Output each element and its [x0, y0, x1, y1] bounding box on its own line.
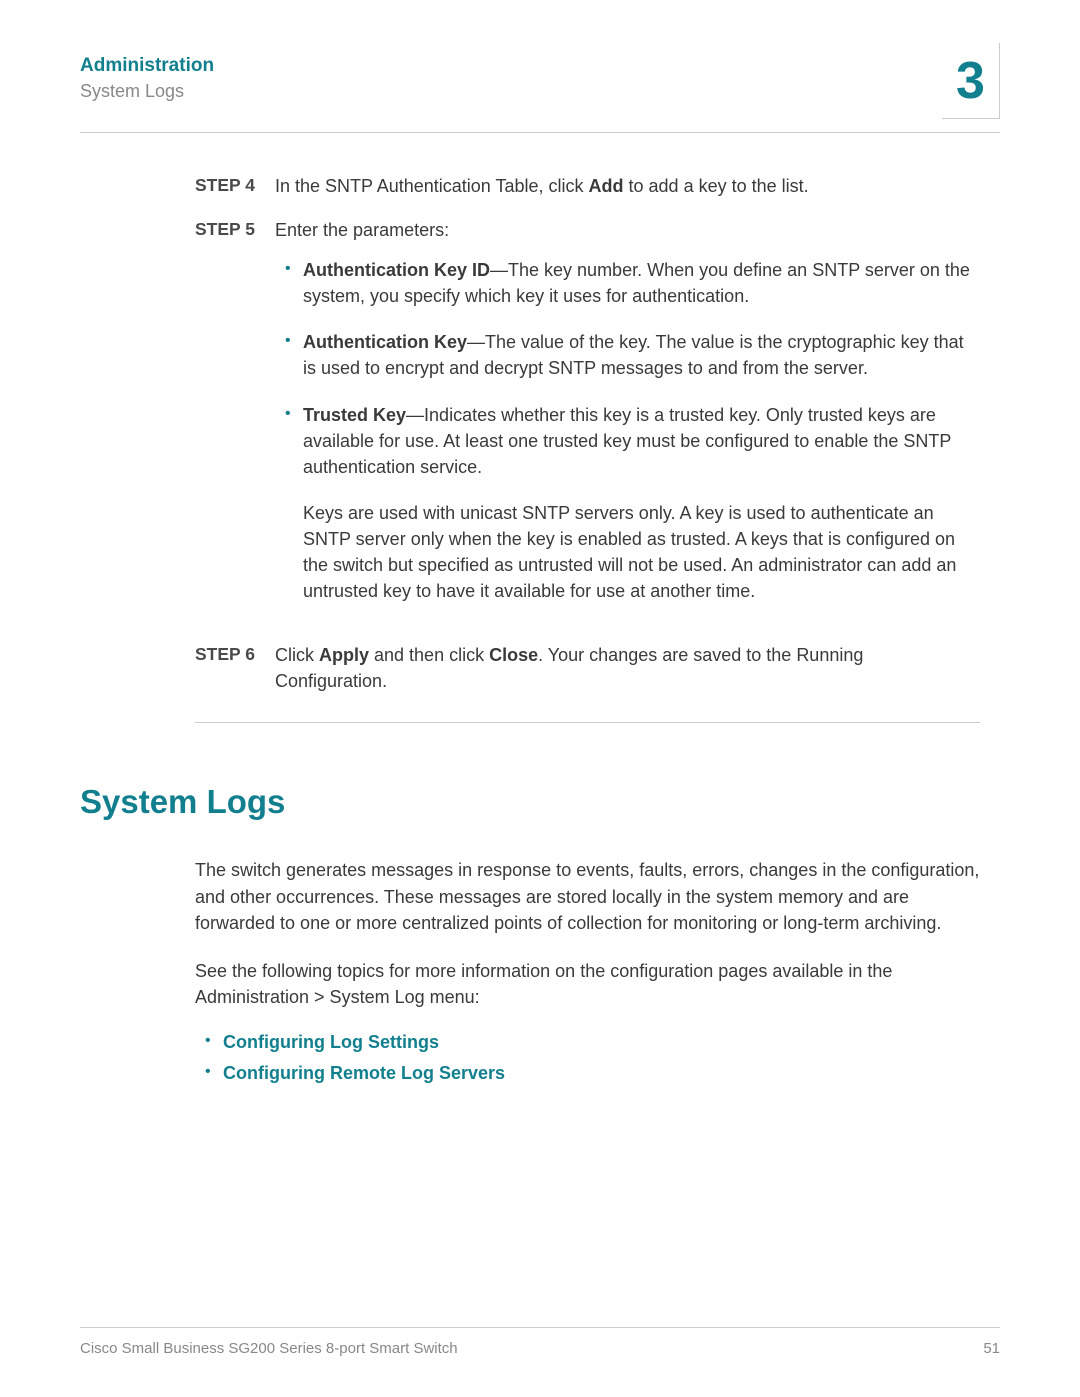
footer-product: Cisco Small Business SG200 Series 8-port…	[80, 1340, 458, 1357]
text: Click	[275, 645, 319, 665]
bold-add: Add	[589, 176, 624, 196]
section-divider	[195, 722, 980, 723]
step-body: Enter the parameters: Authentication Key…	[275, 217, 980, 624]
step-label: STEP 6	[195, 642, 275, 694]
chapter-number: 3	[956, 51, 985, 111]
page: Administration System Logs 3 STEP 4 In t…	[0, 0, 1080, 1397]
footer-page-number: 51	[983, 1340, 1000, 1357]
section-heading: System Logs	[80, 783, 1000, 821]
header-chapter-title: Administration	[80, 55, 214, 77]
step-5: STEP 5 Enter the parameters: Authenticat…	[195, 217, 980, 624]
term: Authentication Key ID	[303, 260, 490, 280]
header-left: Administration System Logs	[80, 55, 214, 102]
text: In the SNTP Authentication Table, click	[275, 176, 589, 196]
content-area: STEP 4 In the SNTP Authentication Table,…	[195, 173, 1000, 723]
list-item: Configuring Log Settings	[195, 1032, 980, 1053]
step-body: In the SNTP Authentication Table, click …	[275, 173, 980, 199]
topic-links: Configuring Log Settings Configuring Rem…	[195, 1032, 980, 1084]
link-configuring-remote-log-servers[interactable]: Configuring Remote Log Servers	[223, 1063, 505, 1083]
step-intro: Enter the parameters:	[275, 220, 449, 240]
para: The switch generates messages in respons…	[195, 857, 980, 935]
chapter-number-box: 3	[942, 43, 1000, 119]
step-4: STEP 4 In the SNTP Authentication Table,…	[195, 173, 980, 199]
step-label: STEP 4	[195, 173, 275, 199]
step-6: STEP 6 Click Apply and then click Close.…	[195, 642, 980, 694]
page-footer: Cisco Small Business SG200 Series 8-port…	[80, 1327, 1000, 1357]
term: Trusted Key	[303, 405, 406, 425]
term: Authentication Key	[303, 332, 467, 352]
list-item: Trusted Key—Indicates whether this key i…	[275, 402, 980, 605]
bold-close: Close	[489, 645, 538, 665]
bold-apply: Apply	[319, 645, 369, 665]
list-item: Configuring Remote Log Servers	[195, 1063, 980, 1084]
para: See the following topics for more inform…	[195, 958, 980, 1010]
list-item: Authentication Key—The value of the key.…	[275, 329, 980, 381]
link-configuring-log-settings[interactable]: Configuring Log Settings	[223, 1032, 439, 1052]
step-body: Click Apply and then click Close. Your c…	[275, 642, 980, 694]
step-label: STEP 5	[195, 217, 275, 624]
list-item: Authentication Key ID—The key number. Wh…	[275, 257, 980, 309]
page-header: Administration System Logs 3	[80, 55, 1000, 133]
header-section-title: System Logs	[80, 81, 214, 102]
text: and then click	[369, 645, 489, 665]
text: to add a key to the list.	[624, 176, 809, 196]
parameter-list: Authentication Key ID—The key number. Wh…	[275, 257, 980, 604]
section-body: The switch generates messages in respons…	[195, 857, 1000, 1083]
para: Keys are used with unicast SNTP servers …	[303, 500, 980, 604]
